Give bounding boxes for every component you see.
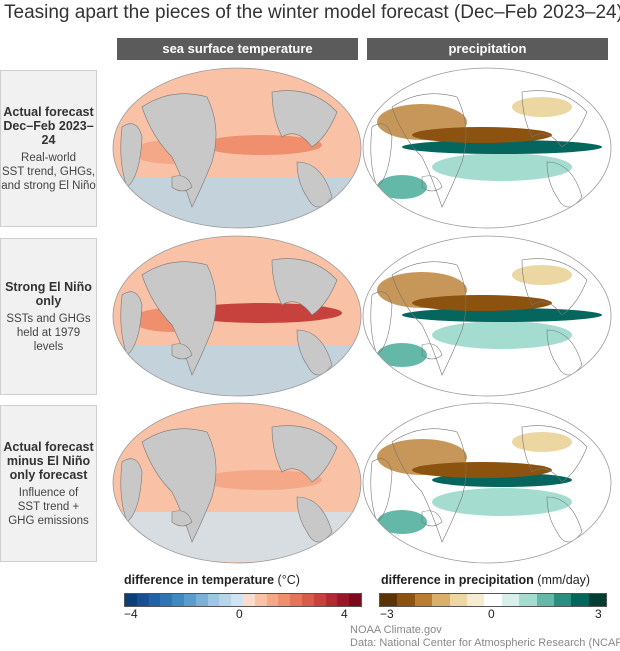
precipitation-colorbar-label: difference in precipitation (mm/day) bbox=[381, 573, 591, 587]
sst-map-2 bbox=[112, 235, 362, 397]
precipitation-swatch bbox=[571, 594, 589, 606]
precipitation-tick: 0 bbox=[488, 607, 495, 621]
temperature-swatch bbox=[195, 594, 208, 606]
precipitation-swatch bbox=[588, 594, 607, 606]
temperature-swatch bbox=[301, 594, 314, 606]
row-subtitle: SSTs and GHGs bbox=[6, 312, 91, 325]
precipitation-swatch bbox=[380, 594, 398, 606]
row-subtitle: Real-world bbox=[21, 151, 76, 164]
precipitation-swatch bbox=[553, 594, 572, 606]
temperature-swatch bbox=[183, 594, 196, 606]
row-subtitle: SST trend + bbox=[17, 500, 80, 513]
row-title: only forecast bbox=[9, 467, 88, 482]
credit-data: Data: National Center for Atmospheric Re… bbox=[350, 637, 620, 649]
temperature-swatch bbox=[313, 594, 326, 606]
temperature-tick: 4 bbox=[341, 607, 348, 621]
temperature-swatch bbox=[242, 594, 255, 606]
temperature-swatch bbox=[207, 594, 220, 606]
temperature-swatch bbox=[219, 594, 232, 606]
row-label-actual-forecast: Actual forecast Dec–Feb 2023–24 Real-worl… bbox=[0, 70, 97, 227]
temperature-swatch bbox=[254, 594, 267, 606]
precipitation-swatch bbox=[414, 594, 433, 606]
row-title: Dec–Feb 2023–24 bbox=[3, 118, 94, 147]
temperature-swatch bbox=[160, 594, 173, 606]
precipitation-tick: 3 bbox=[595, 607, 602, 621]
precipitation-swatch bbox=[536, 594, 554, 606]
sst-map-3 bbox=[112, 402, 362, 564]
row-title: Actual forecast bbox=[3, 104, 94, 119]
temperature-colorbar bbox=[124, 593, 362, 607]
row-subtitle: and strong El Niño bbox=[1, 179, 96, 192]
precipitation-map-3 bbox=[362, 402, 612, 564]
temperature-swatch bbox=[148, 594, 161, 606]
figure-title: Teasing apart the pieces of the winter m… bbox=[4, 2, 620, 23]
precipitation-swatch bbox=[466, 594, 485, 606]
precipitation-swatch bbox=[397, 594, 415, 606]
row-subtitle: GHG emissions bbox=[8, 514, 89, 527]
column-header-sst: sea surface temperature bbox=[117, 38, 358, 60]
temperature-colorbar-label: difference in temperature (°C) bbox=[124, 573, 300, 587]
precipitation-swatch bbox=[449, 594, 467, 606]
precipitation-map-2 bbox=[362, 235, 612, 397]
row-title: minus El Niño bbox=[6, 453, 91, 468]
temperature-swatch bbox=[290, 594, 302, 606]
row-subtitle: Influence of bbox=[18, 486, 79, 499]
temperature-swatch bbox=[278, 594, 291, 606]
temperature-swatch bbox=[136, 594, 149, 606]
precipitation-swatch bbox=[432, 594, 450, 606]
temperature-swatch bbox=[337, 594, 350, 606]
temperature-swatch bbox=[325, 594, 338, 606]
row-label-difference: Actual forecast minus El Niño only forecas… bbox=[0, 405, 97, 562]
row-title: Actual forecast bbox=[3, 439, 94, 454]
precipitation-colorbar bbox=[379, 593, 607, 607]
temperature-tick: −4 bbox=[124, 607, 138, 621]
row-title: Strong El Niño bbox=[5, 279, 92, 294]
temperature-swatch bbox=[349, 594, 361, 606]
precipitation-swatch bbox=[501, 594, 520, 606]
temperature-swatch bbox=[172, 594, 184, 606]
precipitation-swatch bbox=[519, 594, 537, 606]
temperature-swatch bbox=[266, 594, 279, 606]
precipitation-map-1 bbox=[362, 67, 612, 229]
credit-source: NOAA Climate.gov bbox=[350, 624, 442, 636]
precipitation-swatch bbox=[484, 594, 502, 606]
temperature-swatch bbox=[231, 594, 243, 606]
row-label-el-nino-only: Strong El Niño only SSTs and GHGs held at … bbox=[0, 238, 97, 395]
sst-map-1 bbox=[112, 67, 362, 229]
temperature-swatch bbox=[125, 594, 137, 606]
temperature-tick: 0 bbox=[236, 607, 243, 621]
precipitation-tick: −3 bbox=[380, 607, 394, 621]
column-header-precipitation: precipitation bbox=[367, 38, 608, 60]
row-title: only bbox=[35, 293, 62, 308]
row-subtitle: held at 1979 levels bbox=[16, 326, 81, 353]
row-subtitle: SST trend, GHGs, bbox=[1, 165, 96, 178]
